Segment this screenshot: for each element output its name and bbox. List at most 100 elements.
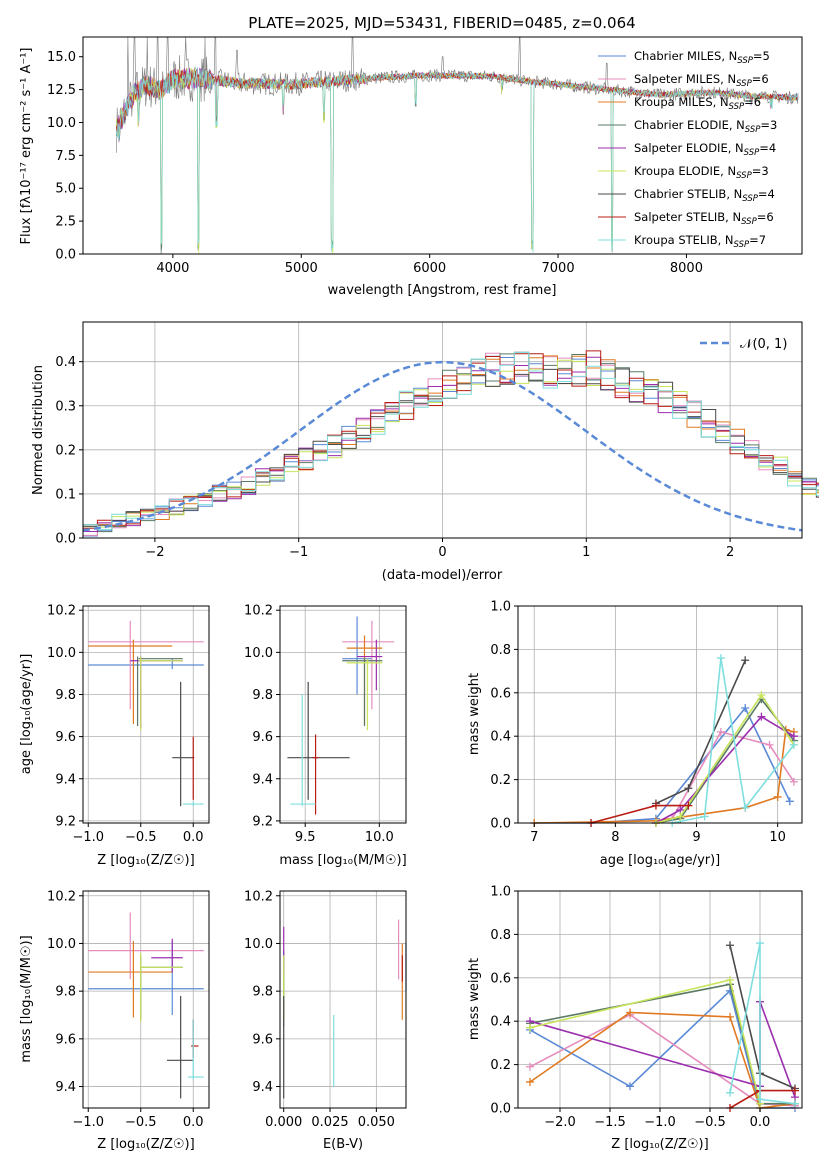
x-tick-label: 10.0: [365, 830, 394, 845]
legend-entry-name: Salpeter ELODIE, N: [634, 141, 744, 155]
x-tick-label: −1.0: [72, 830, 104, 845]
y-tick-label: 0.2: [55, 443, 76, 458]
y-tick-label: 0.1: [55, 487, 76, 502]
spectrum-frame: [82, 36, 803, 255]
weight-series: [729, 942, 796, 1105]
x-tick-label: 0.025: [311, 1115, 348, 1130]
weight-series: [655, 697, 795, 824]
histogram-steps: [82, 350, 819, 537]
legend-entry-suffix: =6: [744, 95, 761, 109]
weight-vs-Z-lines: [526, 939, 799, 1112]
y-tick-label: 10.0: [47, 116, 76, 131]
y-tick-label: 9.6: [55, 1032, 76, 1047]
weight-marker: [684, 801, 693, 810]
legend-entry: Salpeter MILES, NSSP=6: [634, 72, 769, 89]
legend-entry-name: Chabrier STELIB, N: [634, 187, 742, 201]
x-tick-label: 1: [582, 545, 590, 560]
y-tick-label: 10.2: [244, 889, 273, 904]
weight-marker: [756, 939, 764, 948]
weight-vs-age-frame: [517, 605, 803, 824]
legend-entry-suffix: =6: [757, 210, 774, 224]
age-vs-Z-panel: −1.0 −0.5 0.0 9.2 9.4 9.6 9.8 10.0 10.2 Z [log₁…: [19, 604, 210, 868]
weight-marker: [789, 777, 798, 786]
mass-vs-EBV-errorbars: [283, 919, 407, 1099]
x-tick-label: 8000: [670, 261, 703, 276]
x-tick-label: 0.050: [358, 1115, 395, 1130]
weight-marker: [626, 1008, 634, 1017]
weight-marker: [526, 1023, 534, 1032]
x-tick-label: −0.5: [125, 830, 157, 845]
legend-entry-sub: SSP: [745, 125, 761, 135]
histogram-series: [83, 352, 819, 530]
legend-entry-sub: SSP: [742, 194, 758, 204]
x-tick-label: 9: [692, 830, 700, 845]
y-tick-label: 10.0: [47, 646, 76, 661]
normal-legend-label: 𝒩(0, 1): [740, 337, 787, 352]
legend-entry: Chabrier STELIB, NSSP=4: [634, 187, 775, 204]
weight-marker: [684, 784, 693, 793]
y-tick-label: 0.0: [55, 532, 76, 547]
weight-marker: [741, 656, 750, 665]
x-tick-label: 6000: [413, 261, 446, 276]
y-tick-label: 0.6: [490, 971, 511, 986]
age-vs-Z-errorbars: [88, 620, 204, 807]
weight-marker: [651, 801, 660, 810]
y-tick-label: 0.2: [490, 1058, 511, 1073]
x-tick-label: 5000: [285, 261, 318, 276]
y-tick-label: 9.4: [55, 772, 76, 787]
y-tick-label: 10.0: [244, 646, 273, 661]
mass-vs-Z-ylabel: mass [log₁₀(M/M☉)]: [19, 935, 34, 1062]
x-tick-label: 8: [611, 830, 619, 845]
y-tick-label: 9.8: [252, 688, 273, 703]
weight-marker: [756, 1095, 764, 1104]
y-tick-label: 0.4: [490, 730, 511, 745]
weight-marker: [791, 1086, 799, 1095]
legend-entry-name: Salpeter STELIB, N: [634, 210, 741, 224]
legend-entry: Kroupa STELIB, NSSP=7: [634, 233, 766, 250]
weight-marker: [726, 941, 734, 950]
y-tick-label: 9.6: [252, 1032, 273, 1047]
y-tick-label: 12.5: [47, 83, 76, 98]
x-tick-label: −2: [145, 545, 164, 560]
weight-vs-age-ylabel: mass weight: [467, 673, 482, 755]
x-tick-label: 0.0: [183, 1115, 204, 1130]
x-tick-label: 0.000: [265, 1115, 302, 1130]
weight-marker: [789, 740, 798, 749]
y-tick-label: 7.5: [55, 149, 76, 164]
legend-entry-suffix: =3: [752, 164, 769, 178]
weight-marker: [526, 1077, 534, 1086]
x-tick-label: 0: [438, 545, 446, 560]
y-tick-label: 9.8: [252, 985, 273, 1000]
legend-entry-sub: SSP: [736, 171, 752, 181]
legend-entry: Salpeter ELODIE, NSSP=4: [634, 141, 776, 158]
y-tick-label: 10.2: [47, 889, 76, 904]
histogram-series: [83, 355, 819, 537]
weight-marker: [700, 812, 709, 821]
weight-marker: [726, 975, 734, 984]
weight-marker: [726, 1012, 734, 1021]
mass-vs-Z-errorbars: [88, 912, 204, 1099]
legend-entry-suffix: =7: [749, 233, 766, 247]
weight-series: [529, 989, 795, 1109]
legend-entry-suffix: =3: [760, 118, 777, 132]
legend-entry-sub: SSP: [729, 102, 745, 112]
mass-vs-EBV-xlabel: E(B-V): [323, 1137, 363, 1152]
x-tick-label: 7: [530, 830, 538, 845]
y-tick-label: 1.0: [490, 600, 511, 615]
x-tick-label: 4000: [156, 261, 189, 276]
spectrum-ylabel: Flux [fλ10⁻¹⁷ erg cm⁻² s⁻¹ A⁻¹]: [19, 48, 34, 245]
age-vs-Z-ylabel: age [log₁₀(age/yr)]: [19, 654, 34, 775]
legend-entry: Chabrier ELODIE, NSSP=3: [634, 118, 777, 135]
legend-entry-name: Chabrier ELODIE, N: [634, 118, 745, 132]
x-tick-label: 2: [726, 545, 734, 560]
weight-series: [529, 979, 761, 1104]
x-tick-label: 7000: [542, 261, 575, 276]
y-tick-label: 9.8: [55, 985, 76, 1000]
spectrum-xlabel: wavelength [Angstrom, rest frame]: [328, 283, 557, 298]
legend-entry-suffix: =6: [752, 72, 769, 86]
x-tick-label: 0.0: [750, 1115, 771, 1130]
x-tick-label: −2.0: [544, 1115, 576, 1130]
weight-vs-Z-xlabel: Z [log₁₀(Z/Z☉)]: [611, 1137, 708, 1152]
mass-vs-EBV-panel: 0.000 0.025 0.050 9.4 9.6 9.8 10.0 10.2 E(B-V): [244, 889, 407, 1152]
